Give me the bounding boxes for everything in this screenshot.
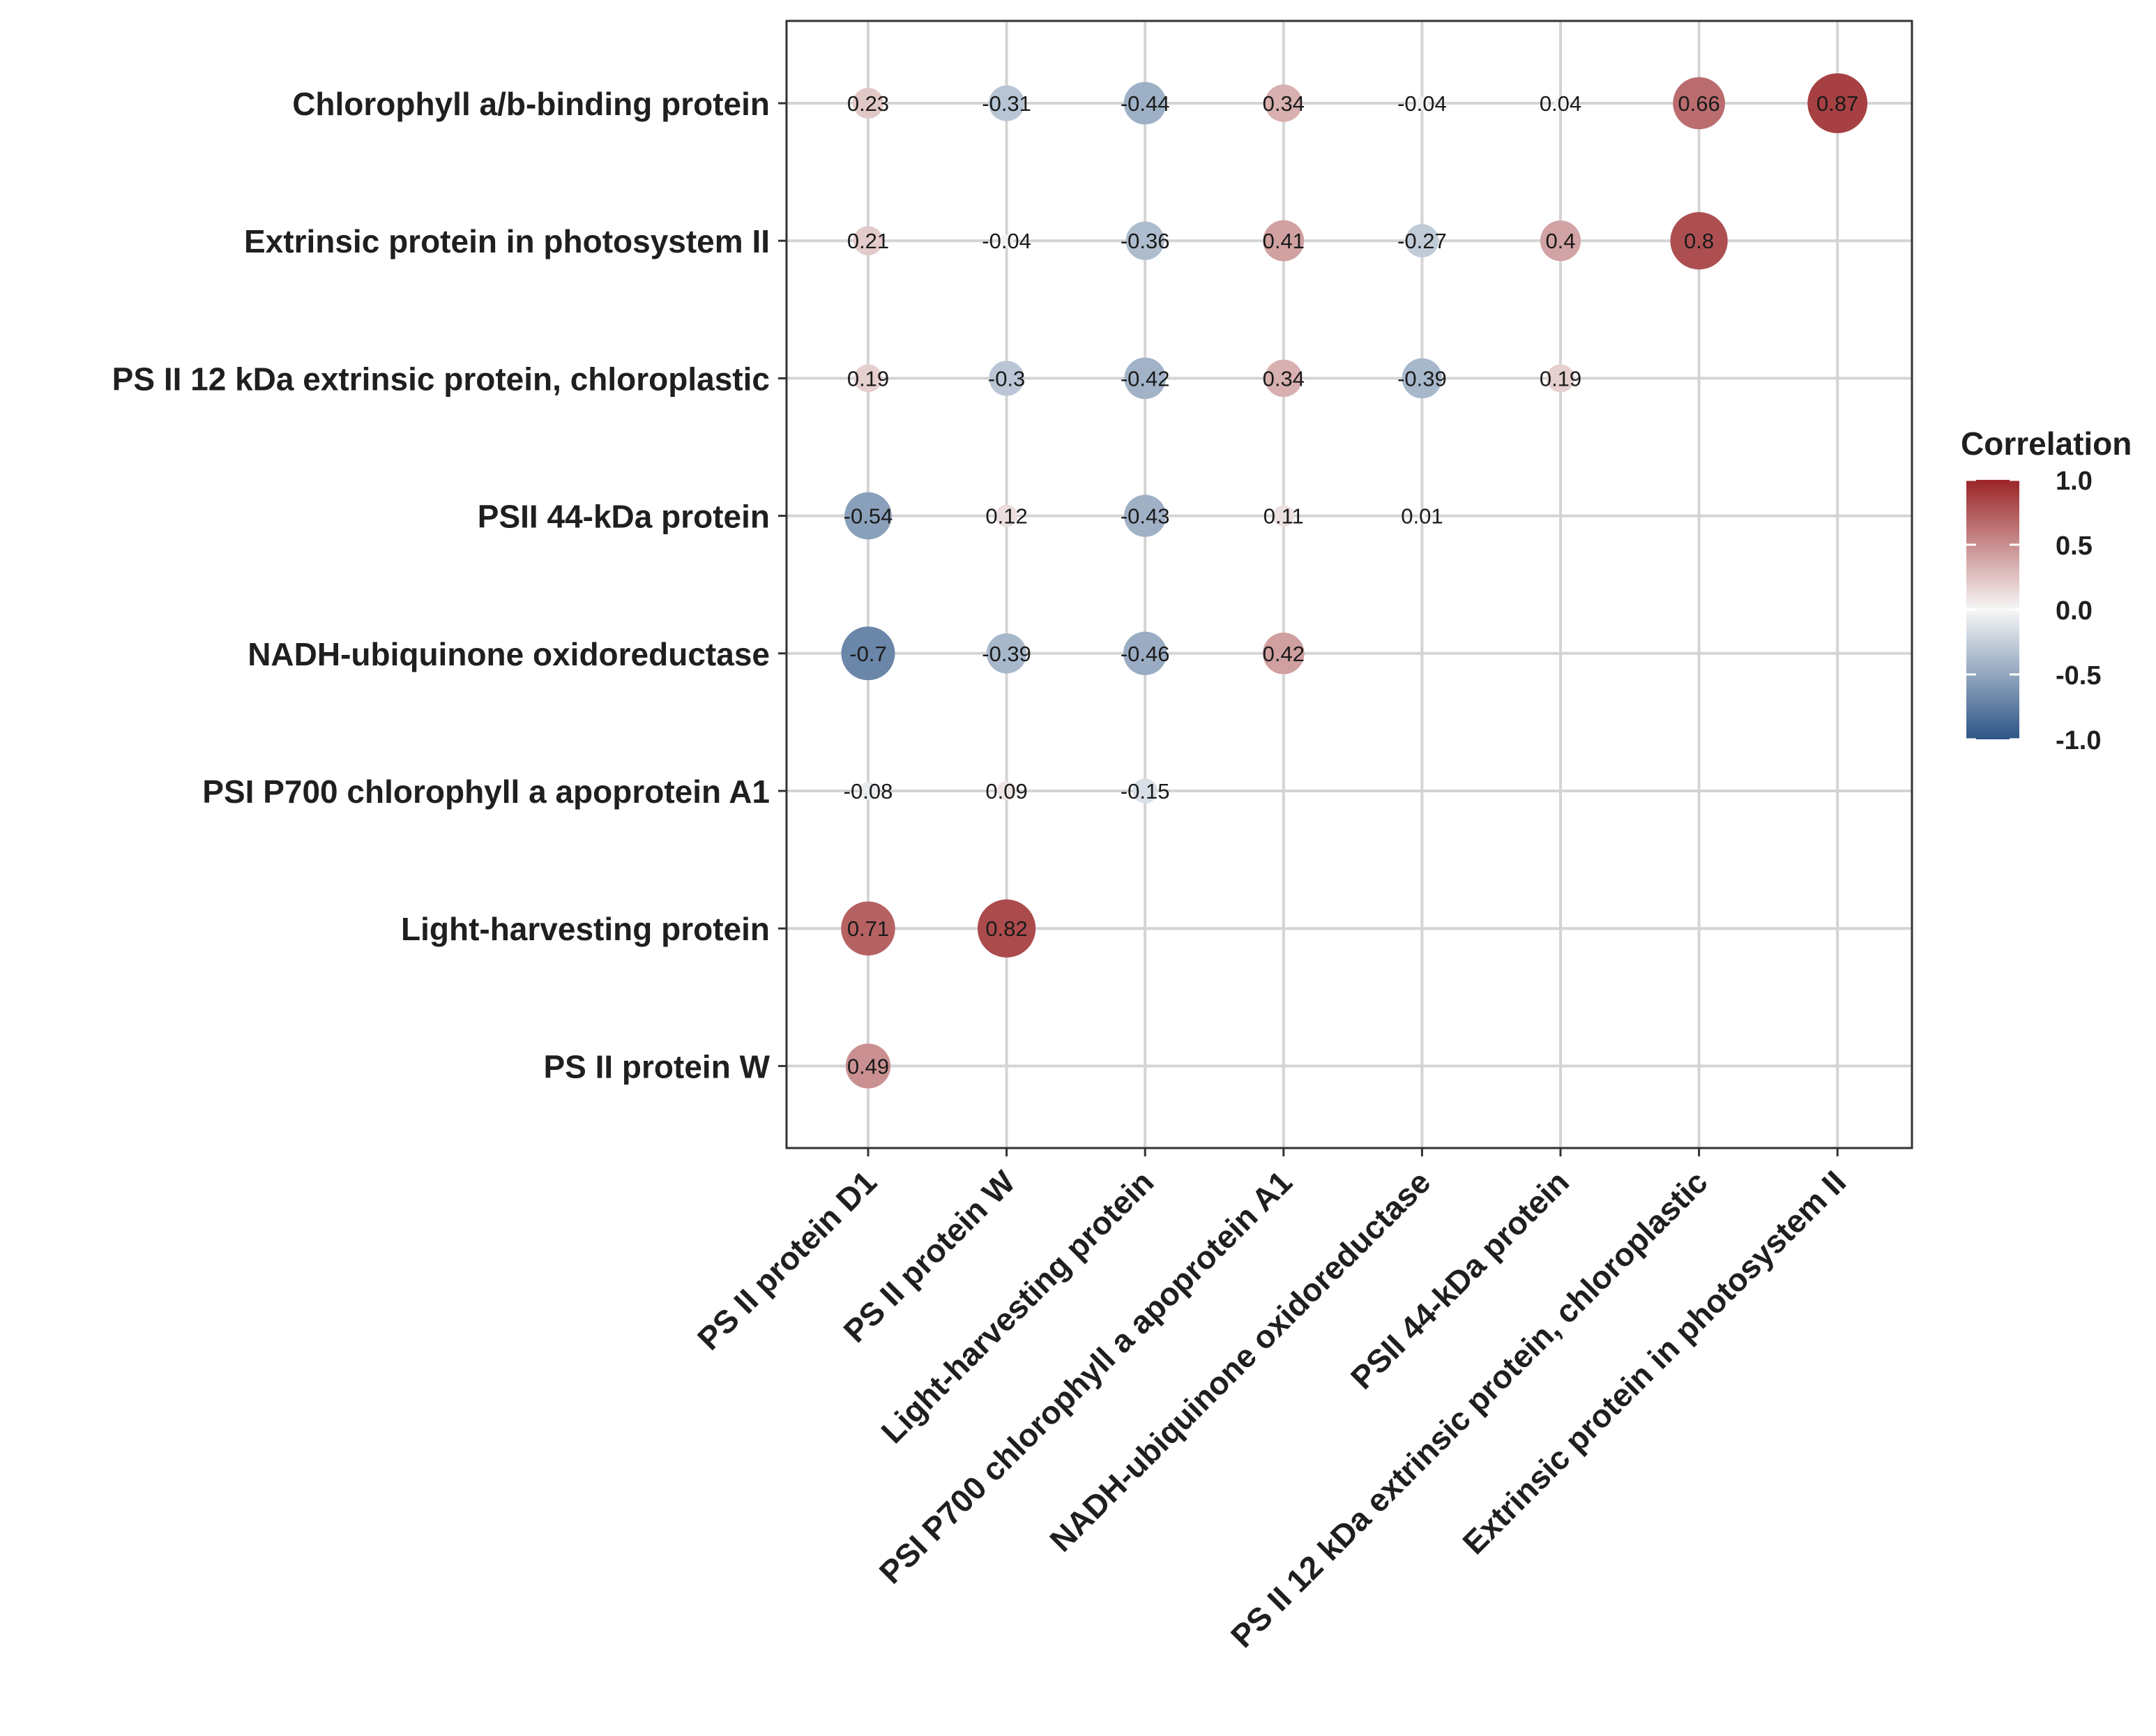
correlation-value-label: -0.44 (1121, 91, 1170, 116)
legend-tick-label: 0.5 (2056, 531, 2093, 561)
correlation-bubble (1807, 73, 1868, 133)
correlation-value-label: 0.82 (985, 916, 1027, 941)
correlation-bubble (858, 781, 878, 801)
correlation-value-label: 0.66 (1678, 91, 1720, 116)
correlation-value-label: 0.19 (1540, 366, 1581, 391)
correlation-bubble (996, 781, 1017, 801)
correlation-bubble (1546, 364, 1575, 393)
correlation-bubble (988, 85, 1025, 121)
correlation-value-label: -0.31 (982, 91, 1031, 116)
correlation-bubble (1124, 495, 1167, 537)
correlation-value-label: 0.19 (847, 366, 889, 391)
correlation-bubble (852, 87, 884, 119)
y-tick-label: Chlorophyll a/b-binding protein (292, 86, 770, 122)
plot-border (785, 20, 1913, 1149)
correlation-value-label: 0.42 (1263, 642, 1305, 666)
y-tick-label: PS II 12 kDa extrinsic protein, chloropl… (112, 361, 770, 397)
correlation-bubble (977, 899, 1036, 958)
correlation-value-label: -0.36 (1121, 229, 1170, 253)
correlation-bubble (995, 504, 1018, 527)
correlation-bubble (841, 626, 895, 681)
correlation-value-label: -0.42 (1121, 366, 1170, 391)
y-tick-label: Light-harvesting protein (401, 911, 770, 947)
correlation-value-label: -0.39 (982, 642, 1031, 666)
correlation-bubble (1124, 357, 1167, 400)
x-tick-label: Light-harvesting protein (874, 1163, 1160, 1450)
correlation-value-label: 0.34 (1263, 91, 1305, 116)
correlation-bubble (841, 901, 895, 956)
correlation-value-label: 0.87 (1816, 91, 1858, 116)
correlation-value-label: 0.04 (1540, 91, 1581, 116)
axes: Chlorophyll a/b-binding protein Extrinsic… (112, 86, 1853, 1654)
correlation-value-label: -0.39 (1397, 366, 1447, 391)
correlation-value-label: 0.49 (847, 1054, 889, 1078)
correlation-value-label: 0.11 (1263, 504, 1304, 529)
correlation-bubble (1540, 220, 1581, 262)
correlation-value-label: -0.46 (1121, 642, 1170, 666)
correlation-value-label: 0.09 (985, 779, 1027, 803)
correlation-bubble (1264, 84, 1303, 122)
correlation-value-label: -0.04 (982, 229, 1031, 253)
legend-tick-label: 0.0 (2056, 596, 2093, 626)
y-tick-label: PSII 44-kDa protein (478, 499, 770, 535)
correlation-bubble (1673, 77, 1725, 130)
correlation-value-label: -0.15 (1121, 779, 1170, 803)
legend-tick-label: 1.0 (2056, 467, 2093, 496)
correlation-bubble (1262, 632, 1305, 674)
correlation-bubble (853, 226, 883, 256)
correlation-value-label: 0.21 (847, 229, 889, 253)
correlation-bubble (1273, 505, 1295, 527)
correlation-value-label: -0.43 (1121, 504, 1170, 529)
correlation-bubble (1263, 220, 1305, 262)
correlation-value-label: 0.71 (847, 916, 889, 941)
legend-tick-label: -0.5 (2056, 661, 2101, 690)
grid-lines (787, 21, 1912, 1148)
correlation-bubble (1670, 212, 1728, 270)
x-tick-label: PS II 12 kDa extrinsic protein, chloropl… (1224, 1163, 1715, 1654)
legend: Correlation 1.0 0.5 0.0 -0.5 -1.0 (1961, 425, 2132, 755)
correlation-bubble (1402, 358, 1443, 399)
correlation-bubble (844, 492, 892, 540)
correlation-bubble (1554, 96, 1567, 110)
correlation-bubble (853, 364, 883, 393)
correlation-bubble (1000, 234, 1013, 248)
correlation-value-label: 0.12 (985, 504, 1027, 529)
correlation-bubble (1132, 778, 1158, 803)
correlation-value-label: -0.7 (849, 642, 886, 666)
correlation-value-label: -0.54 (844, 504, 893, 529)
y-tick-label: PSI P700 chlorophyll a apoprotein A1 (202, 773, 770, 810)
correlation-bubble (845, 1043, 891, 1089)
y-tick-label: NADH-ubiquinone oxidoreductase (248, 636, 770, 672)
legend-tick-label: -1.0 (2056, 726, 2101, 755)
correlation-value-label: 0.8 (1684, 229, 1714, 253)
correlation-bubble (1405, 224, 1439, 258)
correlation-value-label: 0.4 (1545, 229, 1575, 253)
correlation-value-label: -0.27 (1397, 229, 1447, 253)
correlation-bubble (1123, 631, 1167, 675)
bubbles: 0.23 -0.31 -0.44 0.34 -0.04 0.04 0.66 0.87 0.21 -… (841, 73, 1868, 1089)
correlation-value-label: -0.3 (988, 366, 1025, 391)
correlation-value-label: 0.01 (1401, 504, 1443, 529)
correlation-value-label: 0.34 (1263, 366, 1305, 391)
correlation-bubble (1418, 513, 1425, 520)
y-tick-label: Extrinsic protein in photosystem II (244, 223, 770, 259)
correlation-bubble (1125, 221, 1164, 260)
correlation-bubble (986, 633, 1027, 674)
legend-title: Correlation (1961, 425, 2132, 462)
correlation-value-label: 0.41 (1263, 229, 1305, 253)
correlation-value-label: 0.23 (847, 91, 889, 116)
correlation-bubble (1123, 82, 1167, 125)
plot-panel (785, 20, 1913, 1149)
correlation-bubble (989, 361, 1024, 396)
y-tick-label: PS II protein W (543, 1048, 770, 1085)
correlation-value-label: -0.04 (1397, 91, 1447, 116)
correlation-value-label: -0.08 (844, 779, 893, 803)
correlation-bubble (1415, 96, 1429, 110)
correlation-bubble (1264, 359, 1303, 398)
